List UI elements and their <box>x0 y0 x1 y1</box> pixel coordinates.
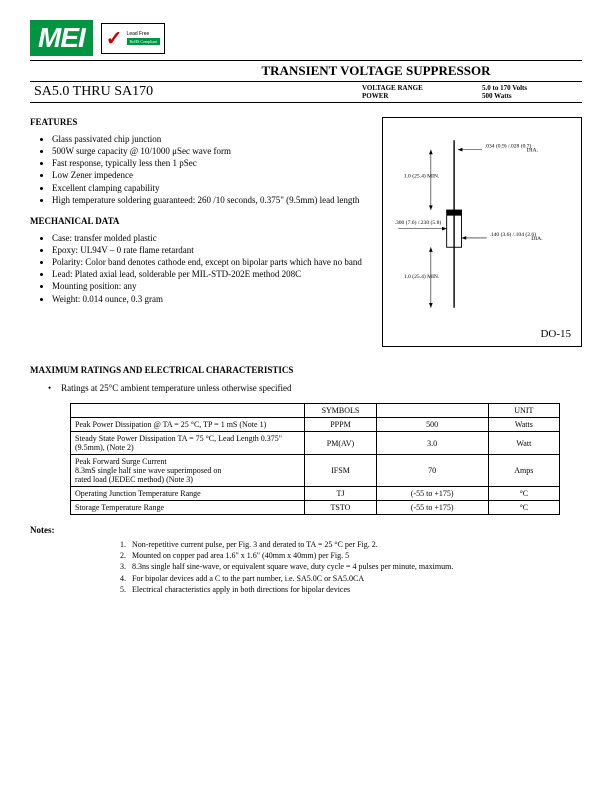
part-info-block: SA5.0 THRU SA170 VOLTAGE RANGE POWER 5.0… <box>30 81 582 103</box>
th-value <box>376 404 488 418</box>
mech-list: Case: transfer molded plastic Epoxy: UL9… <box>52 232 372 305</box>
header: MEI ✓ Lead Free RoHS Compliant <box>30 20 582 56</box>
list-item: Case: transfer molded plastic <box>52 232 372 244</box>
list-item: High temperature soldering guaranteed: 2… <box>52 194 372 206</box>
notes-list: 1. Non-repetitive current pulse, per Fig… <box>120 539 582 595</box>
notes-title: Notes: <box>30 525 582 535</box>
features-title: FEATURES <box>30 117 372 127</box>
dim-text: DIA. <box>531 236 543 242</box>
list-item: Lead: Plated axial lead, solderable per … <box>52 268 372 280</box>
voltage-range-value: 5.0 to 170 Volts <box>482 84 582 92</box>
rohs-badge: ✓ Lead Free RoHS Compliant <box>101 23 165 54</box>
list-item: Fast response, typically less then 1 pSe… <box>52 157 372 169</box>
th-unit: UNIT <box>488 404 559 418</box>
rohs-line1: Lead Free <box>127 31 161 37</box>
th-symbol: SYMBOLS <box>305 404 376 418</box>
ratings-intro: Ratings at 25°C ambient temperature unle… <box>48 383 582 393</box>
dim-text: .300 (7.6) /.230 (5.8) <box>395 219 442 226</box>
note-item: 4. For bipolar devices add a C to the pa… <box>120 573 582 584</box>
list-item: Excellent clamping capability <box>52 182 372 194</box>
list-item: Mounting position: any <box>52 280 372 292</box>
note-item: 5. Electrical characteristics apply in b… <box>120 584 582 595</box>
note-item: 3. 8.3ns single half sine-wave, or equiv… <box>120 561 582 572</box>
mech-title: MECHANICAL DATA <box>30 216 372 226</box>
list-item: Epoxy: UL94V – 0 rate flame retardant <box>52 244 372 256</box>
table-row: Peak Power Dissipation @ TA = 25 °C, TP … <box>71 418 560 432</box>
part-range: SA5.0 THRU SA170 <box>30 84 362 100</box>
package-label: DO-15 <box>540 328 571 340</box>
dim-text: DIA. <box>527 147 539 153</box>
page-title: TRANSIENT VOLTAGE SUPPRESSOR <box>170 63 582 79</box>
dim-text: .140 (3.6) /.104 (2.6) <box>489 231 536 238</box>
list-item: Polarity: Color band denotes cathode end… <box>52 256 372 268</box>
list-item: Low Zener impedence <box>52 169 372 181</box>
list-item: Weight: 0.014 ounce, 0.3 gram <box>52 293 372 305</box>
power-value: 500 Watts <box>482 92 582 100</box>
table-row: Peak Forward Surge Current 8.3mS single … <box>71 455 560 487</box>
dim-text: 1.0 (25.4) MIN. <box>404 273 440 280</box>
voltage-range-label: VOLTAGE RANGE <box>362 84 482 92</box>
list-item: 500W surge capacity @ 10/1000 μSec wave … <box>52 145 372 157</box>
th-param <box>71 404 305 418</box>
logo: MEI <box>30 20 93 56</box>
dim-text: .034 (0.9) /.028 (0.7) <box>485 143 532 150</box>
table-row: Storage Temperature Range TSTO (-55 to +… <box>71 501 560 515</box>
note-item: 2. Mounted on copper pad area 1.6" x 1.6… <box>120 550 582 561</box>
dim-text: 1.0 (25.4) MIN. <box>404 173 440 180</box>
ratings-table: SYMBOLS UNIT Peak Power Dissipation @ TA… <box>70 403 560 515</box>
ratings-title: MAXIMUM RATINGS AND ELECTRICAL CHARACTER… <box>30 365 582 375</box>
package-svg: .034 (0.9) /.028 (0.7) DIA. 1.0 (25.4) M… <box>389 124 575 324</box>
power-label: POWER <box>362 92 482 100</box>
features-list: Glass passivated chip junction 500W surg… <box>52 133 372 206</box>
check-icon: ✓ <box>106 26 123 51</box>
rohs-line2: RoHS Compliant <box>127 38 161 45</box>
table-row: Operating Junction Temperature Range TJ … <box>71 487 560 501</box>
package-drawing: .034 (0.9) /.028 (0.7) DIA. 1.0 (25.4) M… <box>382 117 582 347</box>
list-item: Glass passivated chip junction <box>52 133 372 145</box>
table-row: Steady State Power Dissipation TA = 75 °… <box>71 432 560 455</box>
note-item: 1. Non-repetitive current pulse, per Fig… <box>120 539 582 550</box>
